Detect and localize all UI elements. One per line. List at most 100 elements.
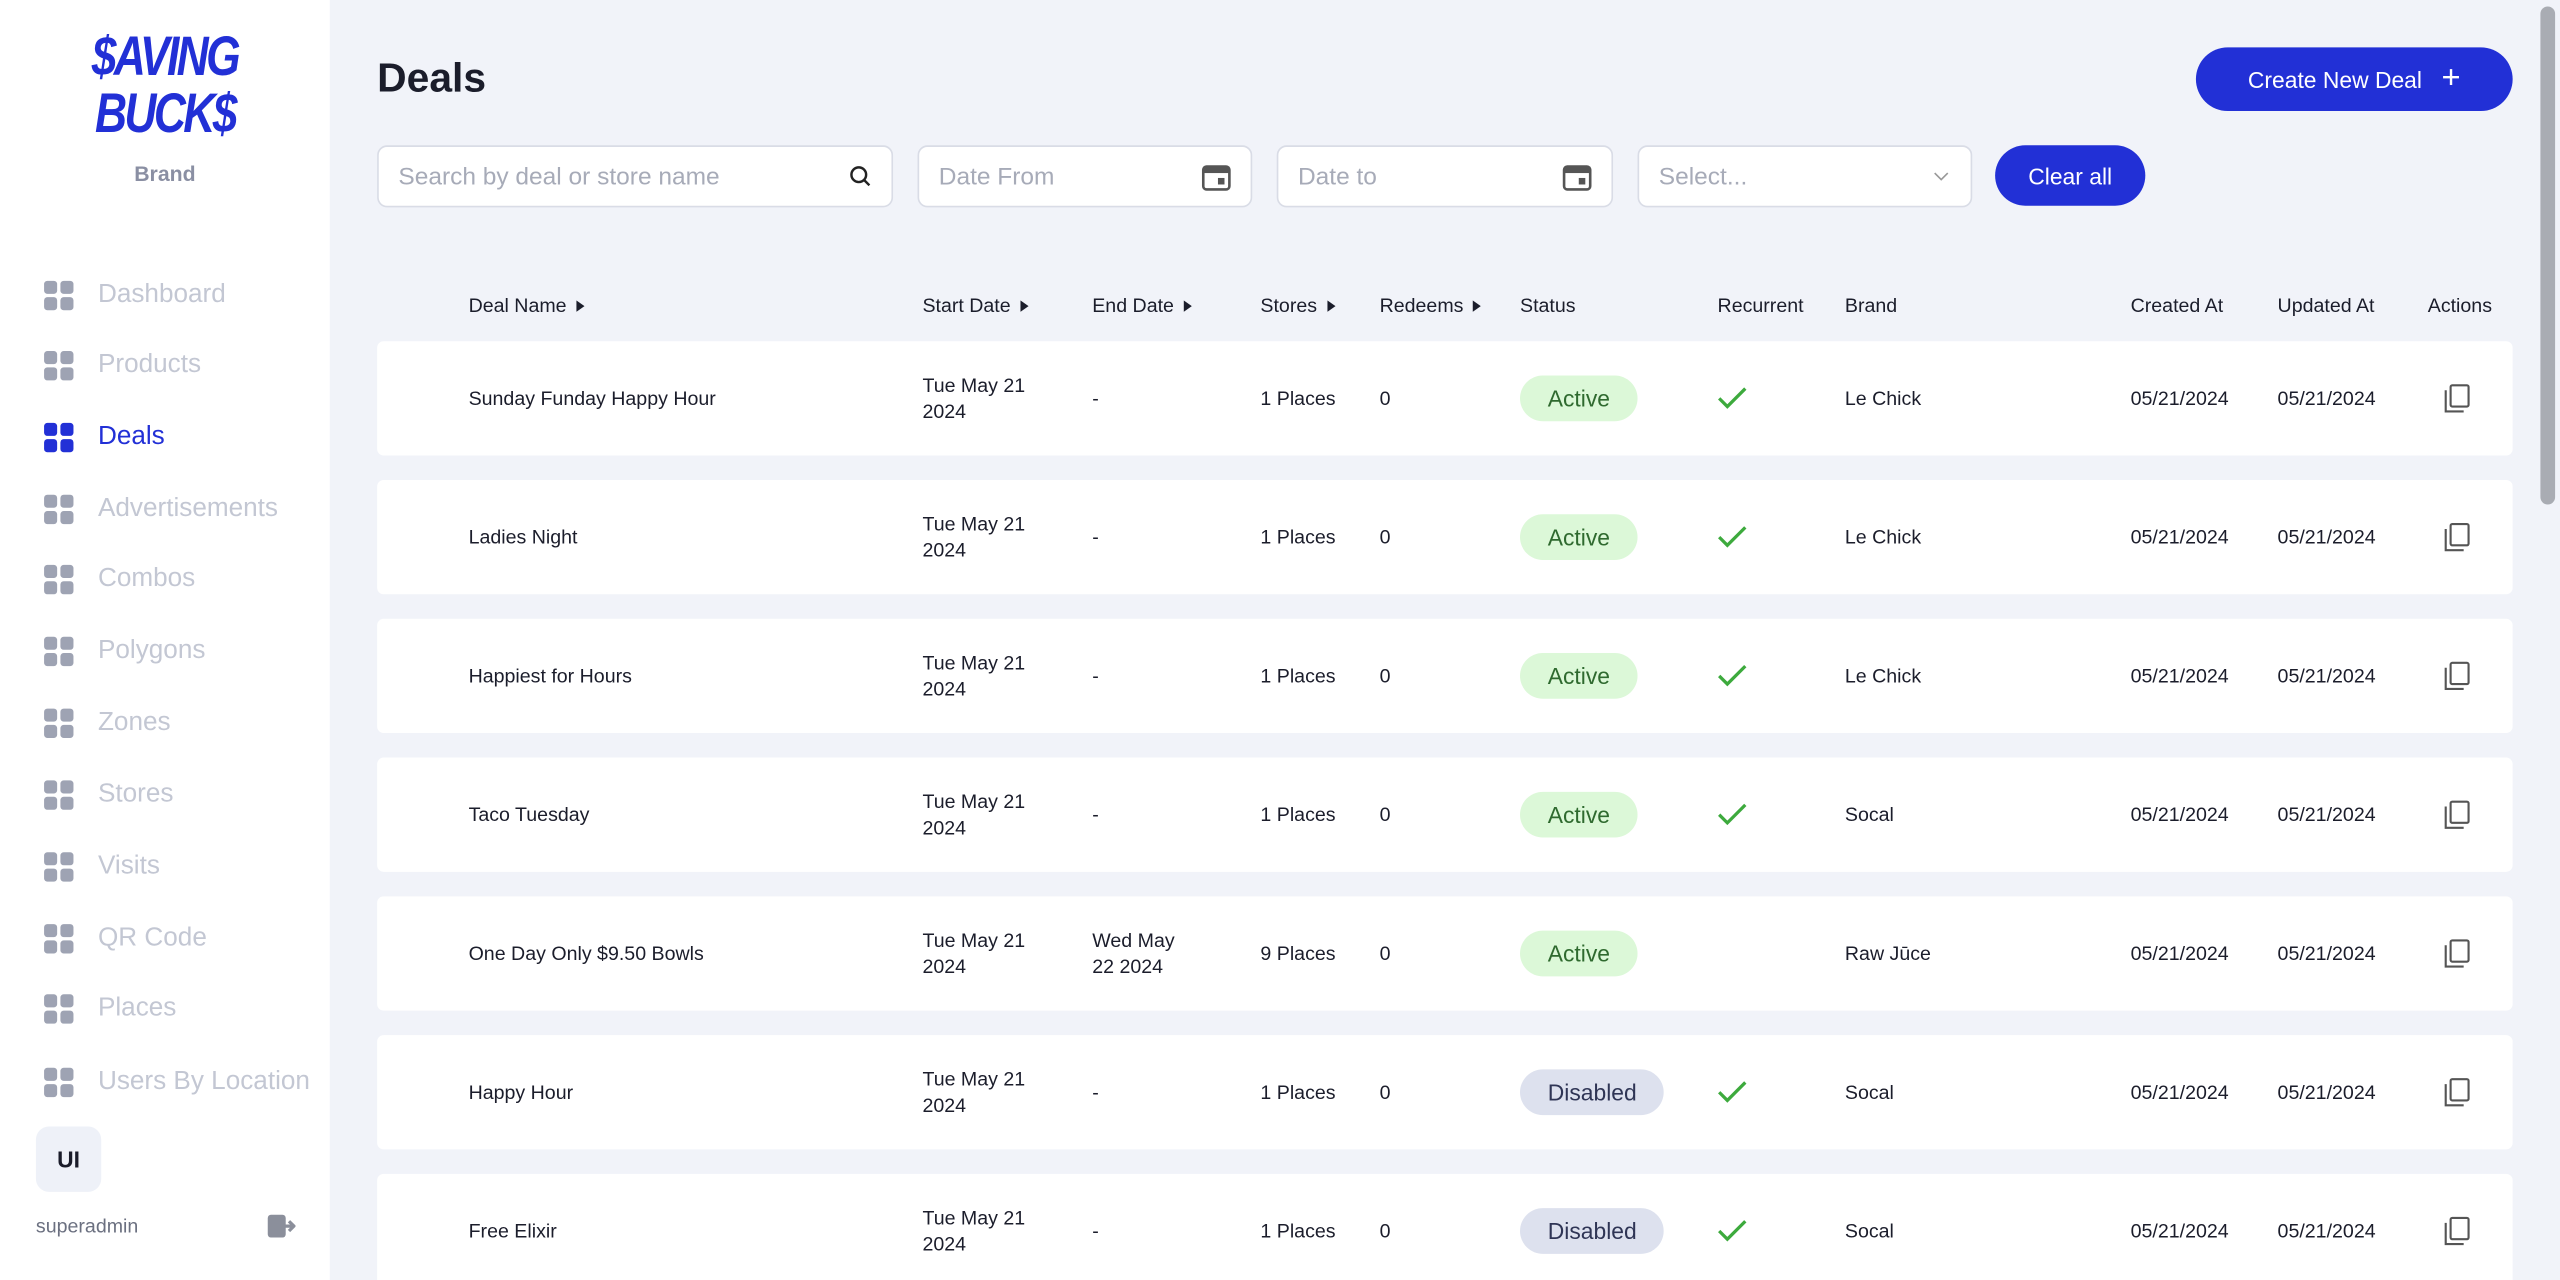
cell: Raw Jūce bbox=[1845, 896, 2123, 1010]
cell: 1 Places bbox=[1260, 758, 1374, 872]
cell-text: Tue May 21 2024 bbox=[922, 651, 1026, 701]
cell: 1 Places bbox=[1260, 1174, 1374, 1280]
username: superadmin bbox=[35, 1214, 139, 1238]
avatar[interactable]: UI bbox=[35, 1126, 102, 1192]
copy-icon[interactable] bbox=[2444, 522, 2470, 552]
nav-item[interactable]: Products bbox=[42, 346, 201, 385]
cell-text: 0 bbox=[1379, 1219, 1391, 1243]
nav-item[interactable]: Zones bbox=[42, 704, 171, 743]
cell: 1 Places bbox=[1260, 341, 1374, 455]
cell: 05/21/2024 bbox=[2131, 480, 2278, 594]
sort-icon[interactable] bbox=[1020, 299, 1029, 312]
logo[interactable]: $AVING bbox=[91, 26, 241, 89]
column-header: Created At bbox=[2131, 294, 2224, 317]
nav-label: Zones bbox=[97, 708, 171, 737]
date-to[interactable]: Date to bbox=[1276, 145, 1614, 208]
copy-icon[interactable] bbox=[2444, 384, 2470, 413]
nav-label: Visits bbox=[97, 852, 160, 880]
column-header[interactable]: Redeems bbox=[1380, 294, 1482, 317]
cell: 05/21/2024 bbox=[2278, 896, 2425, 1010]
cell: Active bbox=[1520, 480, 1700, 594]
column-header: Status bbox=[1520, 294, 1576, 317]
check-icon bbox=[1718, 664, 1747, 687]
nav-item[interactable]: Places bbox=[42, 989, 176, 1028]
nav-label: Products bbox=[97, 351, 202, 379]
logo[interactable]: BUCK$ bbox=[94, 83, 238, 146]
cell: 1 Places bbox=[1260, 480, 1374, 594]
nav-item[interactable]: Visits bbox=[42, 847, 160, 886]
cell: Disabled bbox=[1520, 1174, 1700, 1280]
date-from[interactable]: Date From bbox=[917, 145, 1253, 208]
cell: - bbox=[1092, 1035, 1223, 1149]
cell: Active bbox=[1520, 896, 1700, 1010]
status-badge: Active bbox=[1520, 930, 1638, 977]
clear-button[interactable]: Clear all bbox=[1995, 145, 2146, 206]
copy-icon[interactable] bbox=[2444, 661, 2470, 691]
placeholder: Date to bbox=[1297, 162, 1377, 191]
cell bbox=[1718, 341, 1832, 455]
sort-icon[interactable] bbox=[576, 299, 585, 312]
cell: 05/21/2024 bbox=[2131, 896, 2278, 1010]
nav-item[interactable]: Deals bbox=[42, 418, 165, 457]
cell: Tue May 21 2024 bbox=[922, 1174, 1053, 1280]
cell bbox=[1718, 896, 1832, 1010]
cell: 1 Places bbox=[1260, 1035, 1374, 1149]
cell-text: 1 Places bbox=[1260, 386, 1336, 410]
column-label: Created At bbox=[2130, 293, 2224, 317]
nav-item[interactable]: QR Code bbox=[42, 919, 207, 958]
cell bbox=[2444, 341, 2470, 455]
select[interactable]: Select... bbox=[1637, 145, 1973, 208]
cell: Tue May 21 2024 bbox=[922, 341, 1053, 455]
column-header[interactable]: Start Date bbox=[922, 294, 1029, 317]
cell: Taco Tuesday bbox=[469, 758, 893, 872]
column-header[interactable]: Deal Name bbox=[469, 294, 585, 317]
nav-item[interactable]: Combos bbox=[42, 560, 195, 599]
copy-icon[interactable] bbox=[2444, 800, 2470, 829]
create-button[interactable]: Create New Deal + bbox=[2195, 47, 2513, 112]
nav-icon bbox=[44, 924, 74, 954]
cell-text: 05/21/2024 bbox=[2130, 942, 2229, 965]
cell-text: Le Chick bbox=[1844, 525, 1922, 549]
cell: Tue May 21 2024 bbox=[922, 758, 1053, 872]
cell-text: 9 Places bbox=[1260, 942, 1336, 965]
logout-icon[interactable] bbox=[266, 1213, 296, 1239]
column-header: Updated At bbox=[2278, 294, 2375, 317]
cell: Le Chick bbox=[1845, 619, 2123, 733]
copy-icon[interactable] bbox=[2444, 939, 2470, 968]
cell-text: 05/21/2024 bbox=[2130, 386, 2229, 410]
column-header[interactable]: Stores bbox=[1260, 294, 1335, 317]
nav-label: Users By Location bbox=[97, 1067, 310, 1096]
nav-label: Deals bbox=[97, 422, 165, 451]
nav-item[interactable]: Advertisements bbox=[42, 490, 278, 529]
column-header[interactable]: End Date bbox=[1092, 294, 1192, 317]
scrollbar[interactable] bbox=[2540, 6, 2556, 505]
copy-icon[interactable] bbox=[2444, 1216, 2470, 1246]
cell: 05/21/2024 bbox=[2131, 1174, 2278, 1280]
cell-text: 05/21/2024 bbox=[2130, 803, 2229, 827]
cell-text: - bbox=[1092, 386, 1099, 410]
cell: Free Elixir bbox=[469, 1174, 893, 1280]
nav-icon bbox=[44, 422, 74, 453]
column-label: Recurrent bbox=[1717, 293, 1804, 317]
copy-icon[interactable] bbox=[2444, 1078, 2470, 1107]
table-row: Taco Tuesday Tue May 21 2024 - 1 Places 0 Act… bbox=[377, 757, 2513, 872]
cell-text: Socal bbox=[1844, 1219, 1894, 1243]
cell: 05/21/2024 bbox=[2278, 1174, 2425, 1280]
nav-item[interactable]: Dashboard bbox=[42, 276, 226, 315]
cell-text: Tue May 21 2024 bbox=[922, 373, 1026, 423]
column-header: Actions bbox=[2428, 294, 2492, 317]
sort-icon[interactable] bbox=[1326, 299, 1335, 312]
nav-label: Combos bbox=[97, 564, 196, 593]
cell: Sunday Funday Happy Hour bbox=[469, 341, 893, 455]
search-input[interactable]: Search by deal or store name bbox=[377, 145, 894, 208]
cell: Happy Hour bbox=[469, 1035, 893, 1149]
status-badge: Disabled bbox=[1520, 1069, 1665, 1116]
nav-label: Polygons bbox=[97, 636, 206, 665]
nav-item[interactable]: Polygons bbox=[42, 632, 205, 671]
nav-item[interactable]: Users By Location bbox=[42, 1063, 310, 1102]
sort-icon[interactable] bbox=[1183, 299, 1192, 312]
nav-item[interactable]: Stores bbox=[42, 776, 173, 815]
page-title: Deals bbox=[377, 55, 487, 102]
cell: 0 bbox=[1380, 619, 1511, 733]
sort-icon[interactable] bbox=[1473, 299, 1482, 312]
